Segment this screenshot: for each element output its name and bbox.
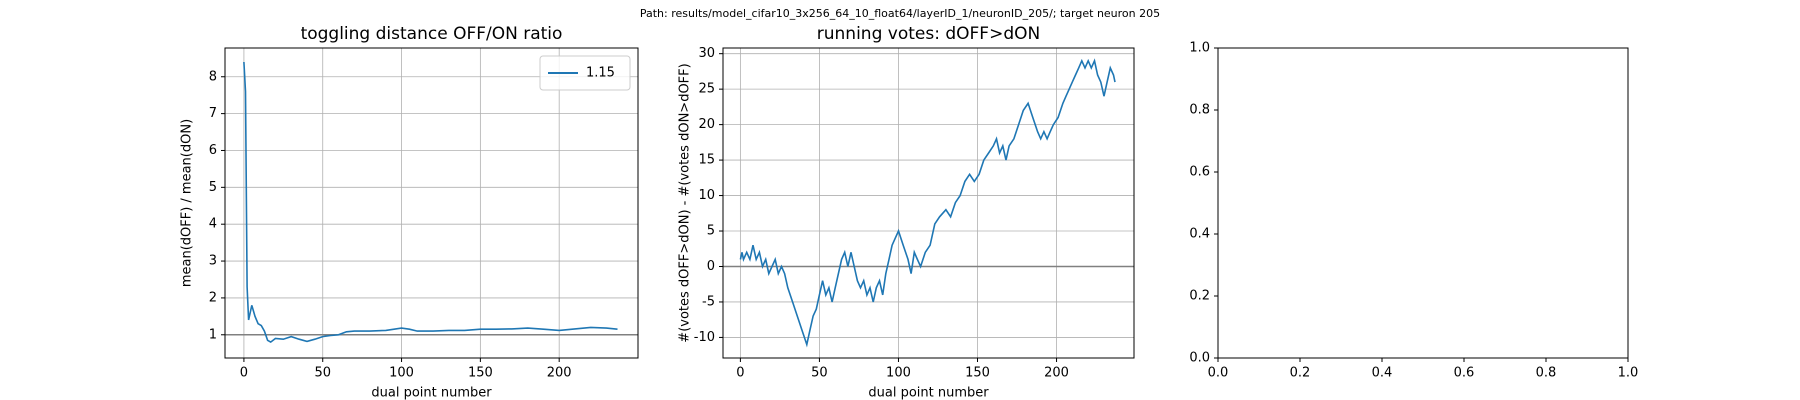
x-tick-label: 200 xyxy=(1044,366,1069,381)
y-tick-label: 0.4 xyxy=(1189,227,1210,242)
subplot: 1 2 3 4 5 6 7 8 0 50 100 150 200 toggling distance OF… xyxy=(180,24,639,400)
subplot-title: running votes: dOFF>dON xyxy=(817,24,1040,44)
y-tick-label: 15 xyxy=(698,153,715,168)
axes-frame xyxy=(1217,47,1629,359)
x-tick-label: 150 xyxy=(965,366,990,381)
x-tick-label: 100 xyxy=(389,366,414,381)
y-tick-label: 0.6 xyxy=(1189,165,1210,180)
x-tick-label: 100 xyxy=(886,366,911,381)
y-tick-label: 0.2 xyxy=(1189,289,1210,304)
data-line xyxy=(243,61,618,344)
legend-label: 1.15 xyxy=(586,66,615,81)
y-tick-label: 20 xyxy=(698,117,715,132)
x-tick-label: 150 xyxy=(468,366,493,381)
y-axis-label: #(votes dOFF>dON) - #(votes dON>dOFF) xyxy=(678,63,693,342)
x-tick-label: 0 xyxy=(736,366,744,381)
y-tick-label: 4 xyxy=(209,217,217,232)
x-tick-label: 1.0 xyxy=(1618,366,1639,381)
x-tick-label: 0.8 xyxy=(1536,366,1557,381)
y-tick-label: 2 xyxy=(209,290,217,305)
y-axis-label: mean(dOFF) / mean(dON) xyxy=(180,119,195,287)
y-tick-label: -10 xyxy=(694,330,715,345)
y-tick-label: 0 xyxy=(707,259,715,274)
data-line xyxy=(739,58,1116,348)
y-tick-label: 5 xyxy=(209,180,217,195)
legend-box xyxy=(539,55,631,91)
y-tick-label: 10 xyxy=(698,188,715,203)
y-tick-label: 1 xyxy=(209,327,217,342)
axes-frame xyxy=(224,47,639,359)
y-tick-label: 1.0 xyxy=(1189,41,1210,56)
y-tick-label: 0.8 xyxy=(1189,103,1210,118)
x-tick-label: 0.4 xyxy=(1372,366,1393,381)
x-tick-label: 50 xyxy=(811,366,828,381)
x-axis-label: dual point number xyxy=(868,386,989,400)
x-tick-label: 0.6 xyxy=(1454,366,1475,381)
subplot: -10 -5 0 5 10 15 20 25 30 0 50 100 150 200 running vot… xyxy=(678,24,1135,400)
y-tick-label: 0.0 xyxy=(1189,351,1210,366)
suptitle: Path: results/model_cifar10_3x256_64_10_… xyxy=(640,7,1160,20)
x-tick-label: 200 xyxy=(547,366,572,381)
y-tick-label: 3 xyxy=(209,254,217,269)
subplot: 0.0 0.2 0.4 0.6 0.8 1.0 0.0 0.2 0.4 0.6 0.8 1.0 xyxy=(1189,41,1638,381)
y-tick-label: 30 xyxy=(698,46,715,61)
x-tick-label: 0.2 xyxy=(1290,366,1311,381)
x-tick-label: 0.0 xyxy=(1208,366,1229,381)
y-tick-label: 25 xyxy=(698,82,715,97)
x-tick-label: 50 xyxy=(314,366,331,381)
y-tick-label: 7 xyxy=(209,106,217,121)
y-tick-label: 8 xyxy=(209,69,217,84)
y-tick-label: 5 xyxy=(707,224,715,239)
subplot-title: toggling distance OFF/ON ratio xyxy=(301,24,563,44)
x-axis-label: dual point number xyxy=(371,386,492,400)
x-tick-label: 0 xyxy=(240,366,248,381)
y-tick-label: -5 xyxy=(702,294,715,309)
y-tick-label: 6 xyxy=(209,143,217,158)
axes-frame xyxy=(722,47,1135,359)
